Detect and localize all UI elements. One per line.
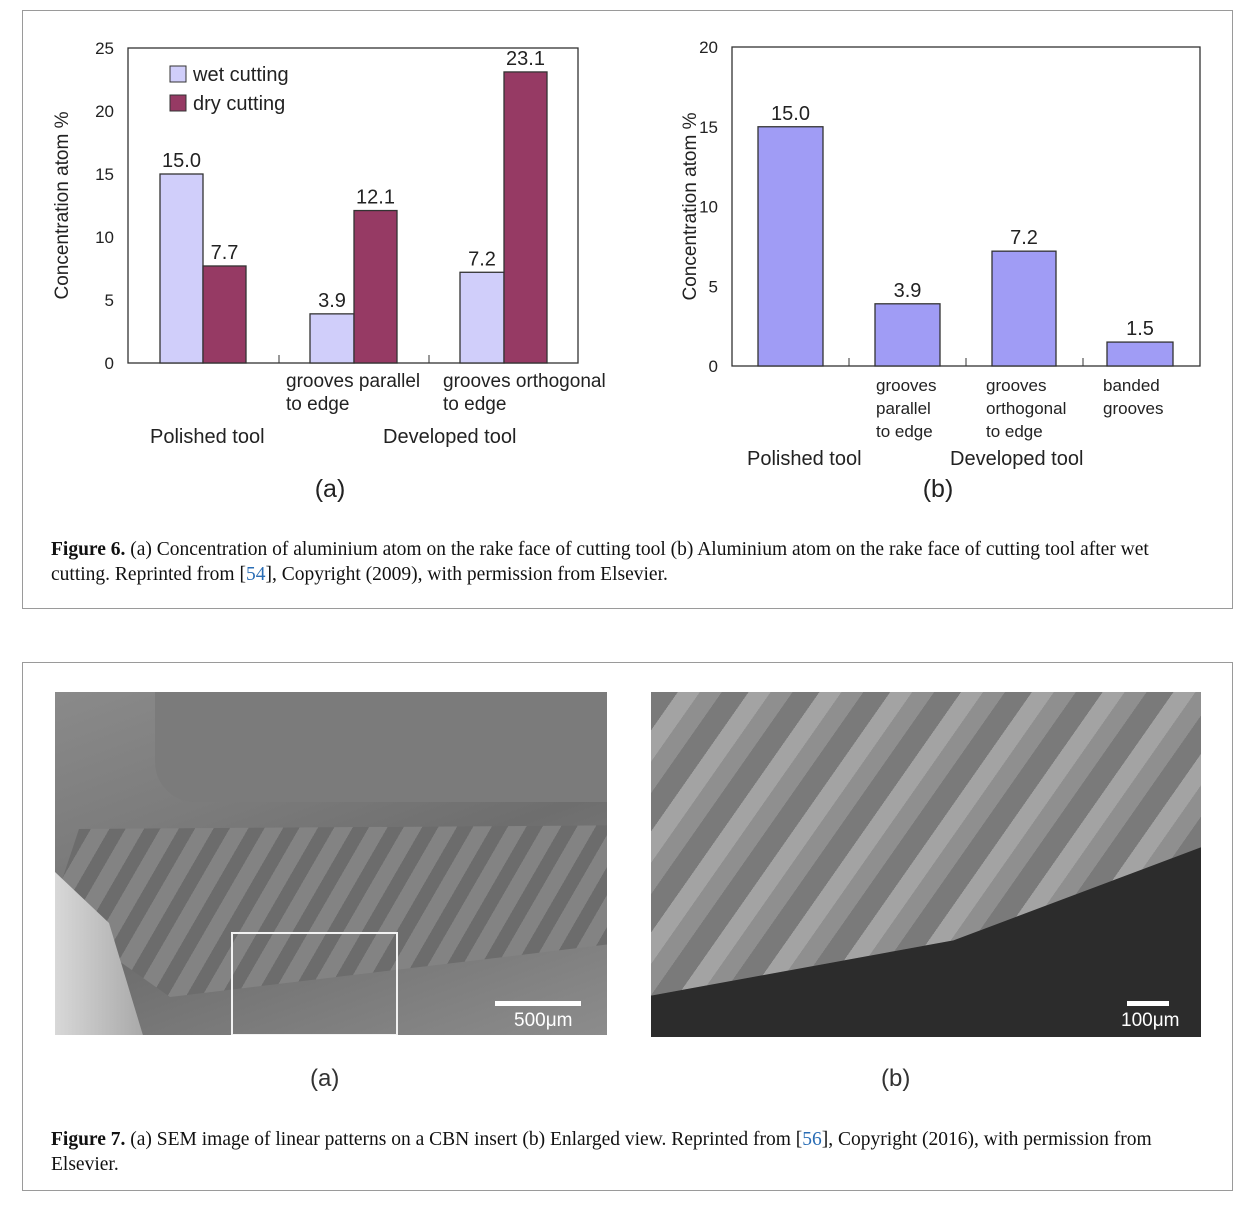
x-category-label: to edge (286, 394, 349, 415)
x-category-label: to edge (986, 422, 1043, 441)
panel-label-b: (b) (881, 1065, 911, 1092)
bar-wet-cutting (459, 271, 505, 364)
data-label: 12.1 (356, 187, 395, 209)
scale-bar (495, 1001, 581, 1006)
data-label: 7.7 (211, 242, 239, 264)
legend-swatch (169, 94, 187, 112)
caption-text: (a) Concentration of aluminium atom on t… (51, 539, 1149, 585)
data-label: 1.5 (1126, 318, 1154, 340)
y-tick-label: 0 (709, 357, 718, 376)
x-category-label: grooves (876, 376, 936, 395)
panel-label: (b) (923, 475, 954, 503)
group-label: Polished tool (150, 426, 265, 448)
figure-7-caption: Figure 7. (a) SEM image of linear patter… (51, 1127, 1211, 1177)
data-label: 3.9 (894, 280, 922, 302)
x-category-label: grooves (1103, 399, 1163, 418)
group-label: Developed tool (383, 426, 516, 448)
y-tick-label: 5 (105, 291, 114, 310)
bar-wet-cutting (757, 126, 824, 367)
bar-dry-cutting (353, 209, 398, 364)
group-label: Polished tool (747, 448, 862, 470)
x-category-label: to edge (876, 422, 933, 441)
x-category-label: to edge (443, 394, 506, 415)
y-tick-label: 20 (95, 102, 114, 121)
bar-dry-cutting (503, 71, 548, 364)
y-tick-label: 0 (105, 354, 114, 373)
bar-wet-cutting (1106, 341, 1174, 367)
data-label: 23.1 (506, 48, 545, 70)
caption-label: Figure 6. (51, 539, 126, 560)
legend-label: wet cutting (192, 64, 289, 86)
zoom-region-box (231, 932, 398, 1035)
caption-text: ], Copyright (2009), with permission fro… (265, 564, 668, 585)
group-label: Developed tool (950, 448, 1083, 470)
y-axis-label: Concentration atom % (680, 112, 701, 300)
reference-link[interactable]: 56 (802, 1129, 822, 1150)
caption-text: (a) SEM image of linear patterns on a CB… (125, 1129, 803, 1150)
legend-swatch (169, 65, 187, 83)
figure-6-charts: 0 5 10 15 20 25 Concentration atom % 15.0 3.9 7.2… (52, 38, 1201, 503)
data-label: 7.2 (1010, 227, 1038, 249)
y-tick-label: 5 (709, 277, 718, 296)
y-tick-label: 15 (95, 165, 114, 184)
x-category-label: banded (1103, 376, 1160, 395)
bar-wet-cutting (874, 303, 941, 367)
y-tick-label: 20 (699, 38, 718, 57)
scale-label: 500μm (514, 1010, 573, 1031)
panel-label: (a) (315, 475, 346, 503)
bar-wet-cutting (991, 250, 1057, 367)
data-label: 15.0 (771, 103, 810, 125)
y-tick-label: 10 (95, 228, 114, 247)
y-tick-label: 25 (95, 39, 114, 58)
x-category-label: orthogonal (986, 399, 1066, 418)
data-label: 3.9 (318, 290, 346, 312)
x-category-label: parallel (876, 399, 931, 418)
y-axis-label: Concentration atom % (52, 111, 73, 299)
legend-label: dry cutting (193, 93, 285, 115)
y-tick-label: 10 (699, 198, 718, 217)
caption-text: ], Copyright (2016), with permission fro… (51, 1129, 1152, 1175)
x-category-label: grooves (986, 376, 1046, 395)
sem-image-a: 500μm (55, 692, 607, 1035)
figure-6-caption: Figure 6. (a) Concentration of aluminium… (51, 537, 1211, 587)
bar-wet-cutting (309, 313, 355, 364)
figure-7: 500μm 100μm (a) (b) Figure 7. (a) SEM im… (22, 662, 1233, 1191)
panel-label-a: (a) (310, 1065, 340, 1092)
x-category-label: grooves orthogonal (443, 371, 606, 392)
reference-link[interactable]: 54 (245, 564, 266, 585)
sem-image-b: 100μm (651, 692, 1201, 1037)
bar-wet-cutting (159, 173, 204, 364)
bar-dry-cutting (202, 265, 247, 364)
scale-bar (1127, 1001, 1169, 1006)
data-label: 7.2 (468, 248, 496, 270)
x-category-label: grooves parallel (286, 371, 420, 392)
y-tick-label: 15 (699, 118, 718, 137)
caption-label: Figure 7. (51, 1129, 126, 1150)
data-label: 15.0 (162, 150, 201, 172)
scale-label: 100μm (1121, 1010, 1180, 1031)
